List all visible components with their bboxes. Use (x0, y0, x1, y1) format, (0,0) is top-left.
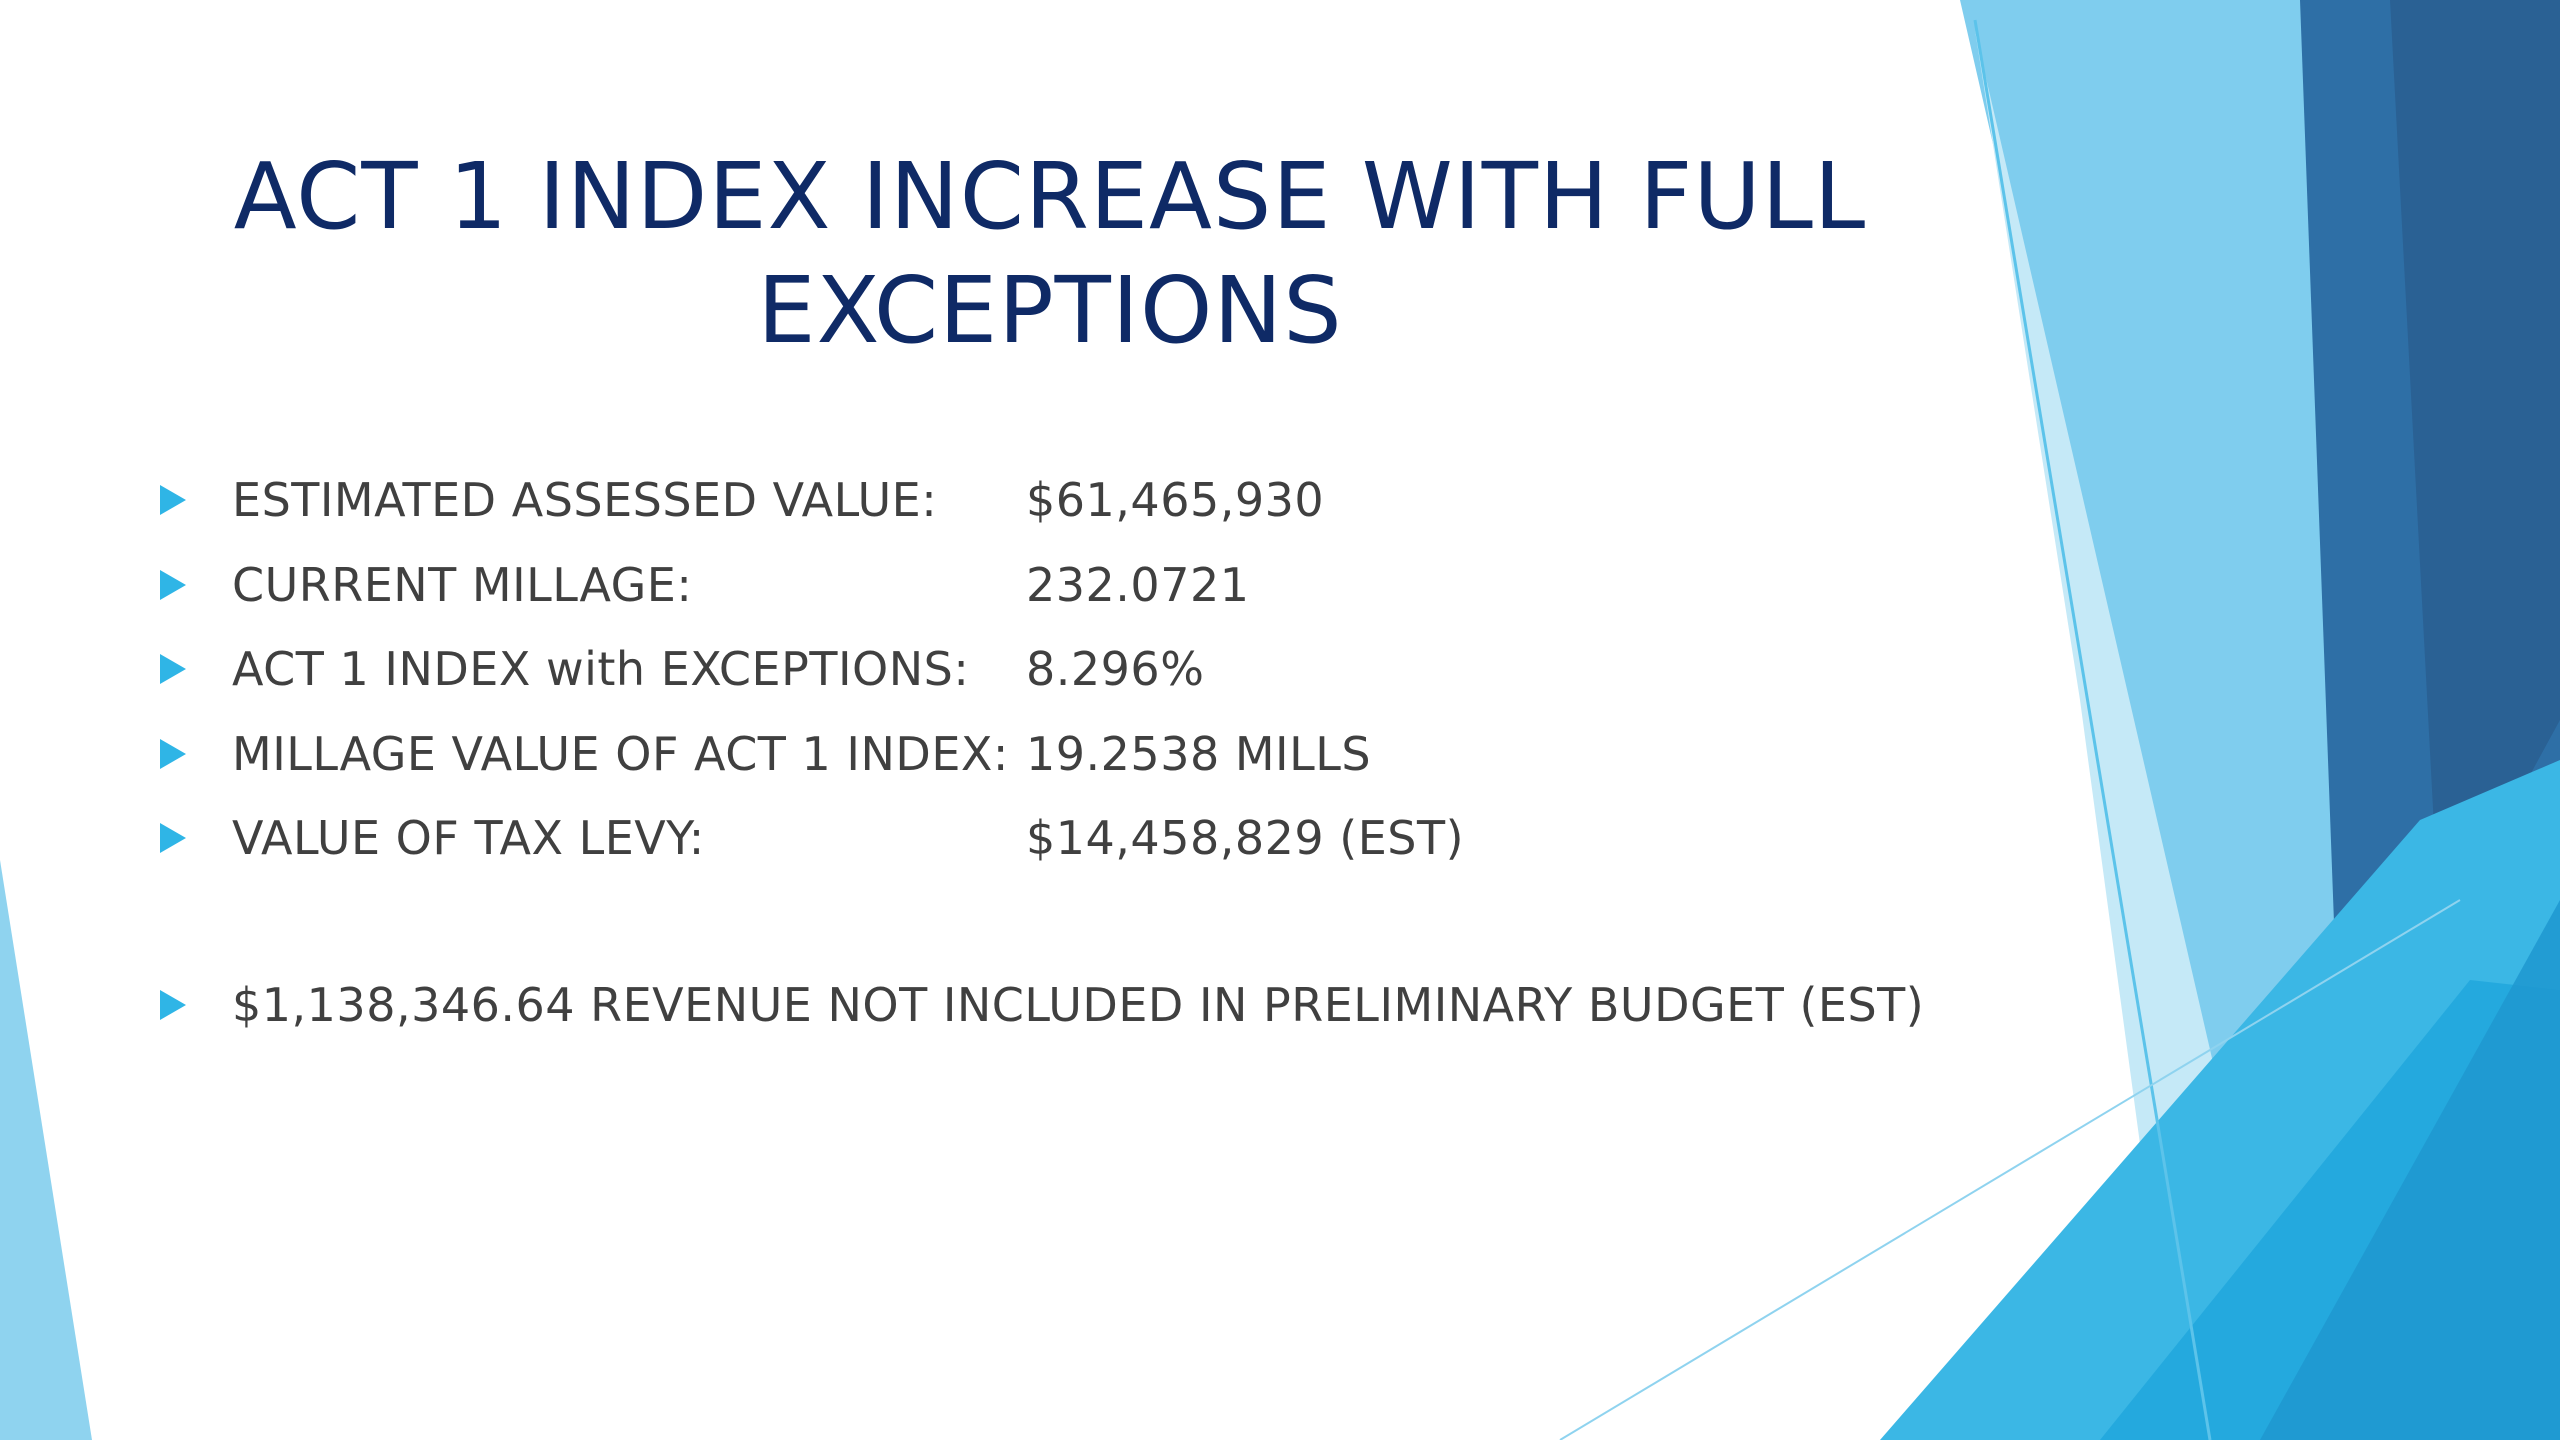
list-item: ESTIMATED ASSESSED VALUE: $61,465,930 (160, 458, 1860, 543)
list-item: VALUE OF TAX LEVY: $14,458,829 (EST) (160, 796, 1860, 881)
bullet-arrow-icon (160, 485, 186, 516)
title-line-1: ACT 1 INDEX INCREASE WITH FULL (233, 143, 1867, 250)
dark-facet-2 (2390, 0, 2560, 940)
item-value: 8.296% (1026, 642, 1205, 697)
item-label: VALUE OF TAX LEVY: (232, 811, 705, 866)
list-item: MILLAGE VALUE OF ACT 1 INDEX: 19.2538 MI… (160, 712, 1860, 797)
left-facet (0, 860, 92, 1440)
item-label: CURRENT MILLAGE: (232, 557, 693, 612)
bullet-list: ESTIMATED ASSESSED VALUE: $61,465,930 CU… (160, 458, 1924, 1048)
bullet-arrow-icon (160, 738, 186, 769)
slide-title: ACT 1 INDEX INCREASE WITH FULL EXCEPTION… (200, 140, 1900, 368)
item-value: $61,465,930 (1026, 473, 1325, 528)
accent-line-1 (1973, 19, 2212, 1440)
item-label: ACT 1 INDEX with EXCEPTIONS: (232, 642, 970, 697)
bullet-arrow-icon (160, 989, 186, 1020)
bullet-arrow-icon (160, 823, 186, 854)
item-value: 19.2538 MILLS (1026, 726, 1372, 781)
title-line-2: EXCEPTIONS (757, 257, 1343, 364)
item-label: ESTIMATED ASSESSED VALUE: (232, 473, 938, 528)
list-item: ACT 1 INDEX with EXCEPTIONS: 8.296% (160, 627, 1860, 712)
item-label: MILLAGE VALUE OF ACT 1 INDEX: (232, 726, 1009, 781)
bullet-arrow-icon (160, 569, 186, 600)
list-item: CURRENT MILLAGE: 232.0721 (160, 543, 1860, 628)
item-value: 232.0721 (1026, 557, 1250, 612)
bullet-arrow-icon (160, 654, 186, 685)
item-value: $14,458,829 (EST) (1026, 811, 1465, 866)
summary-note: $1,138,346.64 REVENUE NOT INCLUDED IN PR… (160, 963, 1924, 1048)
note-text: $1,138,346.64 REVENUE NOT INCLUDED IN PR… (232, 977, 1925, 1032)
accent-line-2 (1559, 899, 2461, 1440)
mid-facet (2260, 900, 2560, 1440)
